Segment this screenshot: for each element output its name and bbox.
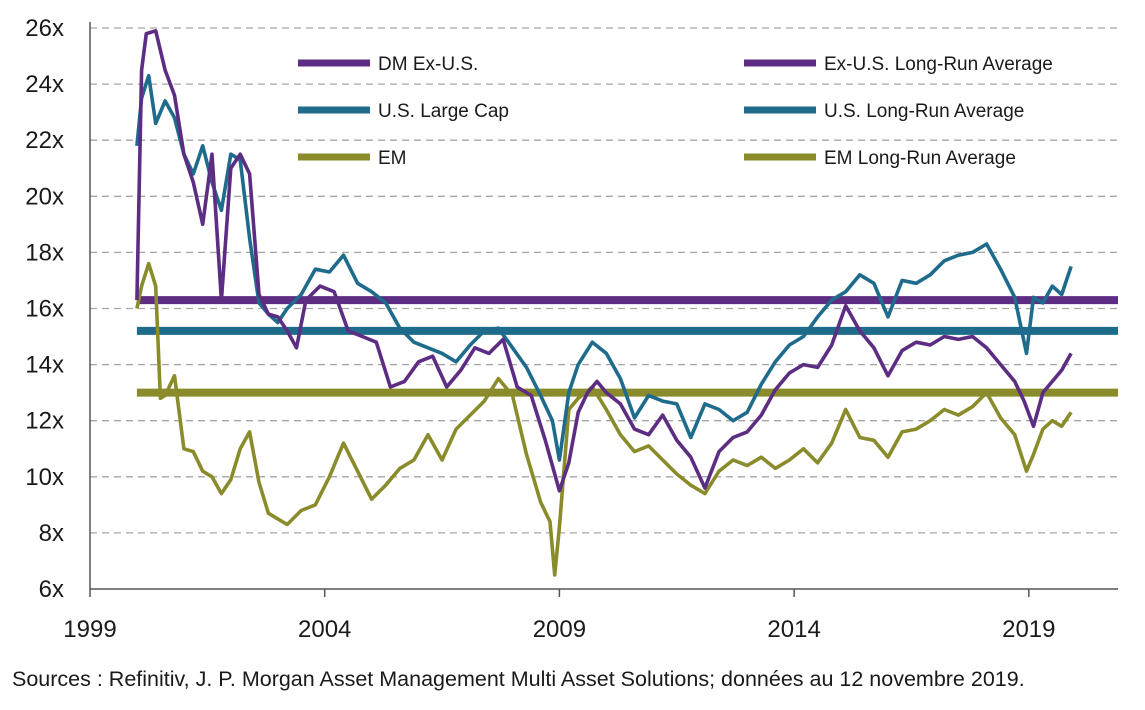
x-tick-label: 2009 bbox=[533, 616, 586, 643]
y-tick-label: 10x bbox=[25, 464, 64, 491]
y-tick-label: 16x bbox=[25, 296, 64, 323]
series-line-em bbox=[135, 261, 1073, 577]
legend-label: U.S. Long-Run Average bbox=[824, 101, 1024, 122]
y-tick-label: 22x bbox=[25, 127, 64, 154]
y-tick-label: 18x bbox=[25, 239, 64, 266]
y-tick-label: 20x bbox=[25, 183, 64, 210]
chart-area: 6x 8x 10x 12x 14x 16x 18x 20x 22x 24x 26x 1999 2004 2… bbox=[25, 15, 1118, 643]
x-tick-label: 2019 bbox=[1002, 616, 1055, 643]
pe-ratio-line-chart: 6x 8x 10x 12x 14x 16x 18x 20x 22x 24x 26x 1999 2004 2… bbox=[25, 15, 1118, 643]
y-tick-label: 14x bbox=[25, 352, 64, 379]
axes: 6x 8x 10x 12x 14x 16x 18x 20x 22x 24x 26x 1999 2004 2… bbox=[25, 15, 1118, 643]
y-tick-label: 24x bbox=[25, 71, 64, 98]
legend-label: DM Ex-U.S. bbox=[378, 54, 478, 75]
y-tick-label: 8x bbox=[39, 520, 64, 547]
series-line-dm-ex-u-s bbox=[135, 28, 1073, 493]
series-lines bbox=[135, 28, 1118, 577]
legend-label: EM bbox=[378, 148, 407, 169]
x-tick-label: 2014 bbox=[767, 616, 820, 643]
x-tick-label: 1999 bbox=[63, 616, 116, 643]
y-tick-label: 26x bbox=[25, 15, 64, 42]
gridlines bbox=[90, 27, 1118, 534]
legend-label: Ex-U.S. Long-Run Average bbox=[824, 54, 1053, 75]
series-line-u-s-large-cap bbox=[135, 73, 1073, 462]
y-tick-label: 12x bbox=[25, 408, 64, 435]
legend-label: EM Long-Run Average bbox=[824, 148, 1016, 169]
source-note: Sources : Refinitiv, J. P. Morgan Asset … bbox=[12, 667, 1025, 691]
y-tick-label: 6x bbox=[39, 576, 64, 603]
x-tick-label: 2004 bbox=[298, 616, 351, 643]
legend-label: U.S. Large Cap bbox=[378, 101, 509, 122]
legend: DM Ex-U.S. Ex-U.S. Long-Run Average U.S. L… bbox=[298, 54, 1053, 169]
